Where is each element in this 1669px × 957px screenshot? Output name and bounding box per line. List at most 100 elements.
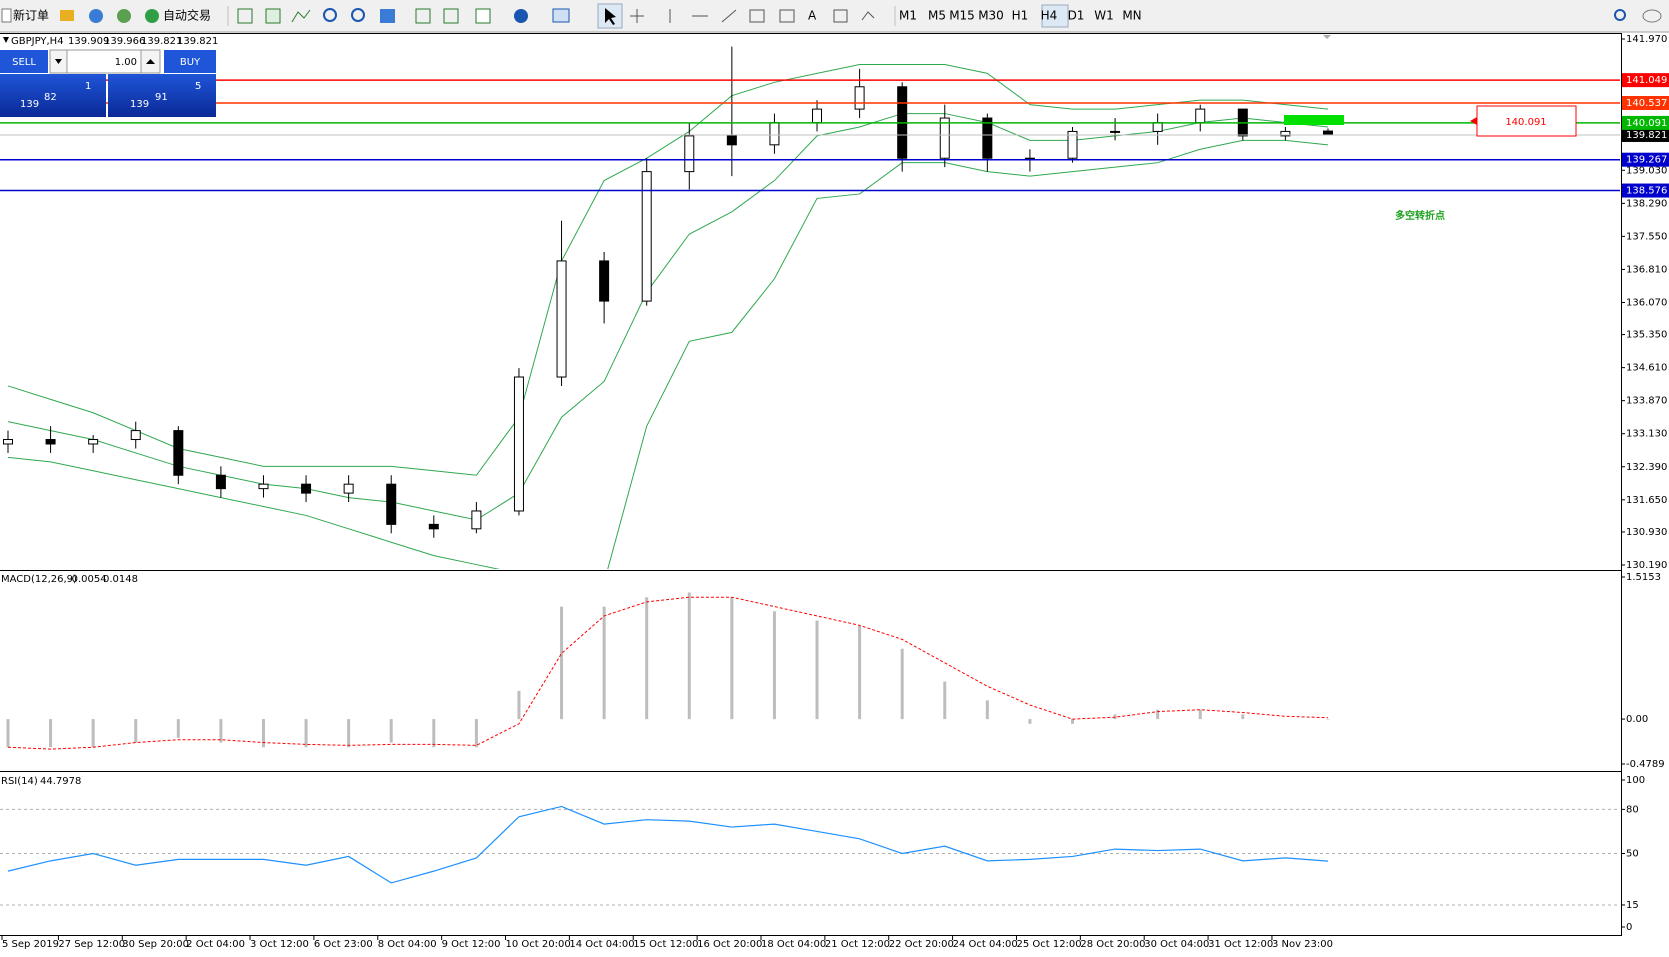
chat[interactable] xyxy=(1642,9,1662,23)
text-tool[interactable]: A xyxy=(808,9,817,23)
x-tick-label: 28 Oct 20:00 xyxy=(1080,939,1145,950)
icon[interactable] xyxy=(475,8,491,24)
timeframe-button[interactable]: M30 xyxy=(978,9,1004,23)
x-tick-label: 30 Sep 20:00 xyxy=(122,939,189,950)
bid-tag xyxy=(1622,127,1669,142)
y-tick-label: 139.030 xyxy=(1626,165,1667,176)
x-tick-label: 5 Sep 2019 xyxy=(2,939,59,950)
bid-tag-label: 139.821 xyxy=(1626,130,1667,141)
candle-body xyxy=(982,117,993,159)
channel-tool[interactable] xyxy=(749,9,765,23)
timeframe-button[interactable]: M5 xyxy=(928,9,946,23)
fibo-tool[interactable] xyxy=(779,9,795,23)
level-tag xyxy=(1622,115,1669,130)
timeframe-button[interactable]: H1 xyxy=(1012,9,1029,23)
rsi-panel xyxy=(0,805,1620,906)
y-tick-label: 136.810 xyxy=(1626,264,1667,275)
arrows-tool[interactable] xyxy=(861,11,875,21)
timeframe-button[interactable]: D1 xyxy=(1068,9,1085,23)
y-tick-label: 133.870 xyxy=(1626,396,1667,407)
new-order-icon[interactable] xyxy=(1,8,12,23)
macd-value: -0.0054 xyxy=(68,574,107,585)
up-arrow xyxy=(146,59,155,64)
timeframe-button[interactable]: W1 xyxy=(1094,9,1114,23)
candle-body xyxy=(684,135,695,173)
new-order-button[interactable]: 新订单 xyxy=(13,8,49,23)
trade-panel: SELL 1.00 BUY 139 82 1 139 91 5 xyxy=(0,49,216,117)
search[interactable] xyxy=(1614,9,1626,21)
buy-price-small: 5 xyxy=(195,81,201,92)
timeframe-button[interactable]: MN xyxy=(1122,9,1141,23)
candle-body xyxy=(769,121,780,146)
level-tag xyxy=(1622,95,1669,110)
header-icon xyxy=(3,37,9,43)
auto-trading-button[interactable]: 自动交易 xyxy=(163,8,211,23)
buy-button[interactable] xyxy=(164,50,216,73)
y-tick-label: 138.290 xyxy=(1626,198,1667,209)
marker-rect xyxy=(1284,115,1344,125)
candle-body xyxy=(88,439,99,445)
label-tool[interactable] xyxy=(833,9,848,23)
price-panel xyxy=(0,46,1620,569)
buy-label[interactable]: BUY xyxy=(180,57,201,68)
sell-price-small: 1 xyxy=(85,81,91,92)
level-tag-label: 140.537 xyxy=(1626,98,1667,109)
sell-button[interactable] xyxy=(0,50,48,73)
shift-marker xyxy=(1323,35,1331,39)
icon[interactable] xyxy=(237,8,253,24)
icon[interactable] xyxy=(291,9,311,23)
x-tick-label: 31 Oct 12:00 xyxy=(1208,939,1273,950)
candle-body xyxy=(45,439,56,445)
x-tick-label: 27 Sep 12:00 xyxy=(58,939,125,950)
timeframe-button[interactable]: H4 xyxy=(1041,9,1058,23)
icon[interactable] xyxy=(89,9,103,23)
candle-body xyxy=(215,474,226,490)
trendline-tool[interactable] xyxy=(721,9,737,23)
lots-value[interactable]: 1.00 xyxy=(115,57,137,68)
auto-trading-icon[interactable] xyxy=(145,9,159,23)
y-tick-label: 141.970 xyxy=(1626,34,1667,45)
candle-body xyxy=(854,86,865,110)
level-tag xyxy=(1622,152,1669,167)
timeframe-button[interactable]: M1 xyxy=(899,9,917,23)
y-tick-label: 0 xyxy=(1626,922,1632,933)
x-tick-label: 30 Oct 04:00 xyxy=(1144,939,1209,950)
sell-price-big: 139 xyxy=(20,99,39,110)
chart-bg xyxy=(0,33,1669,957)
buy-price-box[interactable] xyxy=(108,74,216,117)
candle-body xyxy=(3,439,13,445)
candle-body xyxy=(513,376,524,512)
zoom-in[interactable] xyxy=(323,8,337,22)
y-tick-label: 50 xyxy=(1626,849,1639,860)
icon[interactable] xyxy=(552,8,570,23)
x-tick-label: 25 Oct 12:00 xyxy=(1016,939,1081,950)
candle-body xyxy=(726,135,737,146)
bollinger-middle xyxy=(7,113,1329,521)
icon[interactable] xyxy=(443,8,459,24)
bollinger-upper xyxy=(7,63,1329,476)
icon[interactable] xyxy=(380,9,395,23)
ohlc-high: 139.966 xyxy=(104,36,145,47)
buy-price-main: 91 xyxy=(155,92,168,103)
y-tick-label: 136.070 xyxy=(1626,297,1667,308)
y-tick-label: 15 xyxy=(1626,900,1639,911)
sell-price-box[interactable] xyxy=(0,74,106,117)
candle-body xyxy=(1110,130,1121,133)
macd-signal xyxy=(7,596,1328,750)
y-tick-label: -0.4789 xyxy=(1626,759,1665,770)
candle-body xyxy=(1067,130,1078,159)
icon[interactable] xyxy=(117,9,131,23)
y-tick-label: 134.610 xyxy=(1626,363,1667,374)
sell-label[interactable]: SELL xyxy=(12,57,36,68)
icon[interactable] xyxy=(514,9,528,23)
y-tick-label: 80 xyxy=(1626,804,1639,815)
icon[interactable] xyxy=(415,8,431,24)
icon[interactable] xyxy=(60,10,74,21)
timeframe-button[interactable]: M15 xyxy=(949,9,975,23)
icon[interactable] xyxy=(265,8,281,24)
cursor-tool[interactable] xyxy=(597,3,623,29)
zoom-out[interactable] xyxy=(351,8,365,22)
x-tick-label: 24 Oct 04:00 xyxy=(953,939,1018,950)
price-callout-box xyxy=(1476,105,1577,137)
